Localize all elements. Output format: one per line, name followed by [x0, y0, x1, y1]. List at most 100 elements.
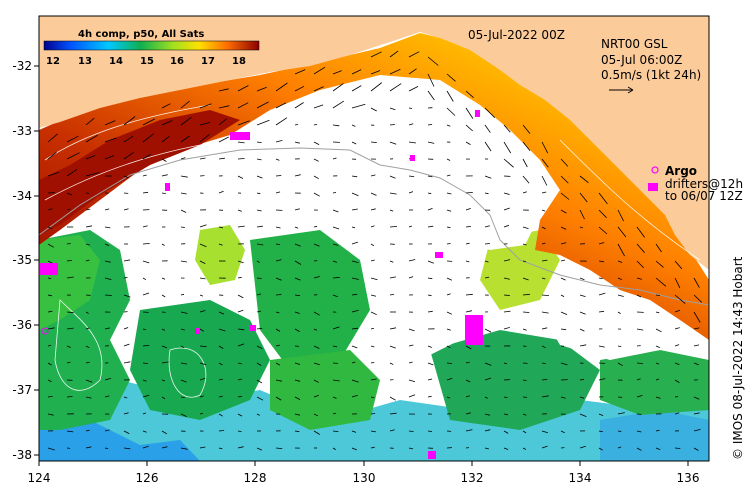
sst-green-west-light [39, 235, 100, 330]
current-vector [180, 362, 188, 365]
current-vector [389, 429, 395, 432]
current-vector [275, 158, 280, 161]
current-vector [541, 327, 548, 330]
current-vector [541, 158, 549, 168]
current-vector [294, 208, 300, 211]
argo-track [230, 132, 250, 140]
current-vector [256, 158, 262, 161]
current-vector [655, 328, 662, 333]
current-vector [655, 396, 661, 399]
current-vector [123, 430, 130, 434]
colorbar-tick: 18 [232, 56, 246, 67]
current-vector [484, 377, 492, 381]
current-vector [655, 243, 662, 253]
current-vector [66, 311, 74, 314]
current-vector [294, 362, 301, 365]
current-vector [161, 379, 166, 382]
current-vector [218, 328, 226, 332]
current-vector [180, 100, 190, 109]
current-vector [237, 362, 242, 365]
current-vector [674, 344, 680, 347]
current-vector [85, 327, 90, 330]
current-vector [674, 277, 681, 289]
current-vector [275, 362, 280, 366]
current-vector [294, 141, 300, 144]
current-vector [199, 277, 206, 280]
sst-blue-patch [39, 420, 200, 461]
current-vector [199, 310, 206, 313]
current-vector [47, 310, 53, 313]
current-vector [180, 260, 187, 263]
current-vector [313, 123, 318, 126]
current-vector [123, 447, 131, 450]
current-vector [351, 447, 357, 451]
current-vector [636, 328, 644, 331]
current-vector [465, 361, 470, 364]
current-vector [85, 243, 91, 246]
sst-white-gap [160, 82, 545, 250]
current-vector [674, 379, 680, 383]
current-vector [313, 276, 320, 279]
current-vector [256, 101, 269, 109]
current-vector [541, 141, 549, 154]
current-vector [503, 158, 514, 168]
current-vector [693, 277, 700, 288]
current-vector [123, 361, 131, 364]
current-vector [66, 345, 71, 348]
current-vector [351, 192, 359, 197]
current-vector [541, 362, 546, 364]
current-vector [484, 141, 492, 152]
current-vector [541, 191, 547, 194]
y-axis: -32 -33 -34 -35 -36 -37 -38 [12, 59, 39, 462]
current-vector [332, 157, 337, 160]
current-vector [66, 396, 73, 398]
current-vector [370, 430, 376, 433]
current-vector [389, 396, 396, 401]
current-vector [579, 192, 588, 203]
current-vector [636, 378, 641, 381]
current-vector [389, 68, 401, 75]
colorbar-tick: 15 [140, 56, 154, 67]
current-vector [484, 260, 489, 263]
current-vector [256, 119, 270, 126]
current-vector [199, 294, 204, 297]
argo-float [41, 327, 49, 335]
current-vector [313, 379, 319, 383]
current-vector [256, 413, 260, 416]
current-vector [47, 171, 59, 177]
current-vector [465, 90, 474, 99]
current-vector [617, 430, 622, 432]
current-vector [503, 207, 510, 211]
argo-track [428, 451, 436, 459]
current-vector [636, 447, 642, 451]
current-vector [161, 120, 173, 126]
colorbar-tick: 13 [78, 56, 92, 67]
current-vector [237, 430, 242, 432]
x-axis: 124 126 128 130 132 134 136 [28, 461, 699, 485]
current-vector [541, 226, 546, 230]
plot-frame [38, 15, 710, 462]
current-vector [446, 362, 453, 364]
current-vector [446, 174, 451, 177]
current-vector [522, 124, 531, 134]
current-vector [541, 242, 546, 245]
current-vector [636, 226, 645, 238]
current-vector [408, 68, 417, 75]
current-vector [104, 208, 110, 211]
current-vector [275, 294, 282, 296]
current-vector [522, 277, 529, 281]
current-vector [484, 447, 489, 450]
current-vector [465, 395, 470, 398]
current-vector [427, 192, 432, 195]
current-vector [446, 90, 454, 102]
current-vector [218, 395, 223, 398]
current-vector [180, 396, 185, 398]
current-vector [218, 88, 229, 92]
current-vector [85, 172, 100, 177]
current-vector [294, 311, 300, 314]
y-tick-label: -34 [12, 189, 32, 203]
current-vector [560, 362, 568, 366]
current-vector [142, 345, 150, 347]
sst-green-east [430, 330, 600, 430]
x-tick-label: 126 [136, 471, 159, 485]
